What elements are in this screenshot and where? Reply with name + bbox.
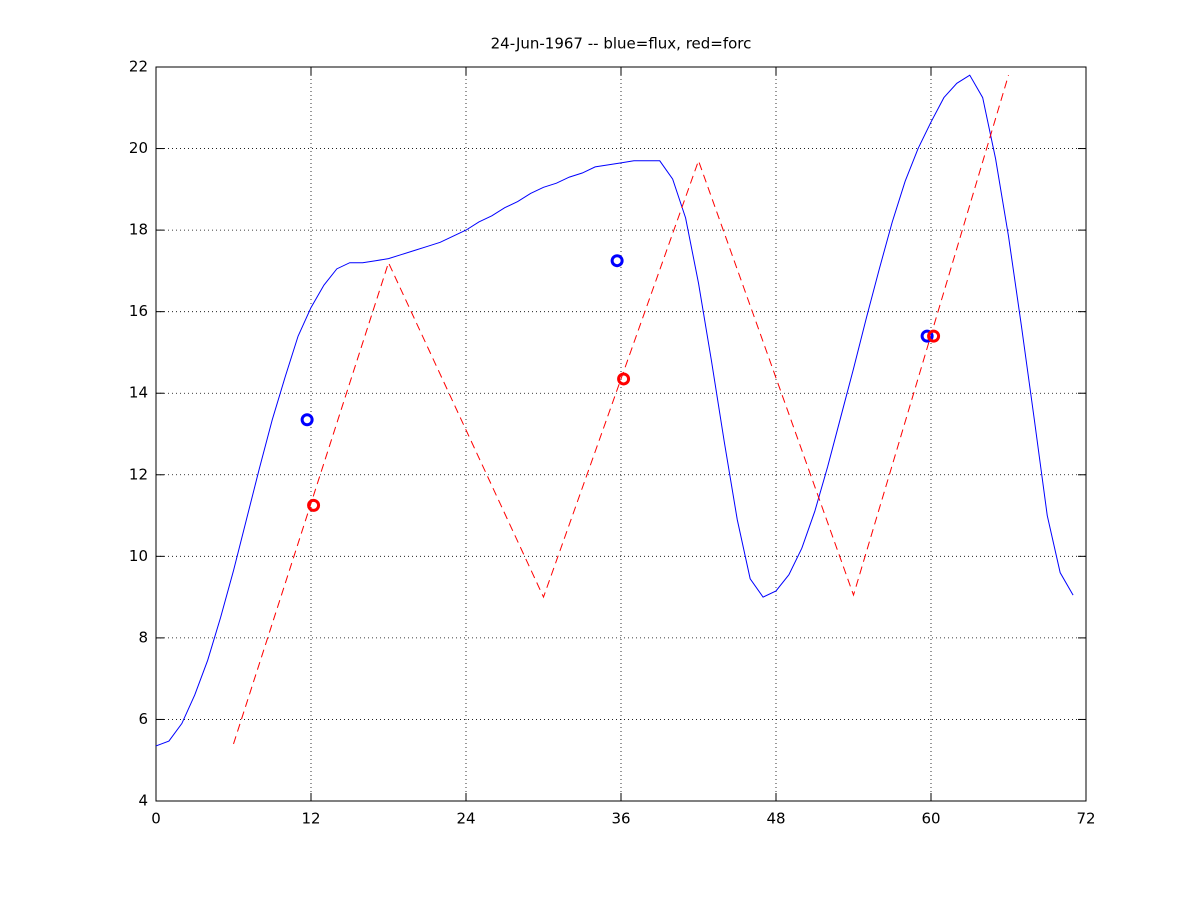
series-line [155, 74, 1074, 747]
x-tick-label: 48 [766, 810, 785, 828]
y-tick-label: 14 [129, 384, 148, 402]
point-marker [610, 254, 624, 268]
point-marker [300, 413, 314, 427]
point-marker [920, 329, 934, 343]
point-marker [927, 329, 941, 343]
plot-frame [155, 66, 1087, 802]
x-tick-label: 24 [456, 810, 475, 828]
y-tick-label: 10 [129, 547, 148, 565]
series-line [233, 75, 1009, 745]
y-tick-label: 22 [129, 58, 148, 76]
y-tick-label: 8 [138, 628, 148, 646]
y-tick-label: 4 [138, 792, 148, 810]
x-tick-label: 60 [921, 810, 940, 828]
y-tick-label: 20 [129, 139, 148, 157]
y-tick-label: 16 [129, 302, 148, 320]
x-tick-label: 0 [151, 810, 161, 828]
point-marker [617, 372, 631, 386]
x-tick-label: 36 [611, 810, 630, 828]
point-marker [307, 498, 321, 512]
y-tick-label: 12 [129, 465, 148, 483]
x-tick-label: 12 [301, 810, 320, 828]
chart-title: 24-Jun-1967 -- blue=flux, red=forc [491, 35, 752, 53]
x-tick-label: 72 [1076, 810, 1095, 828]
y-tick-label: 18 [129, 221, 148, 239]
y-tick-label: 6 [138, 710, 148, 728]
